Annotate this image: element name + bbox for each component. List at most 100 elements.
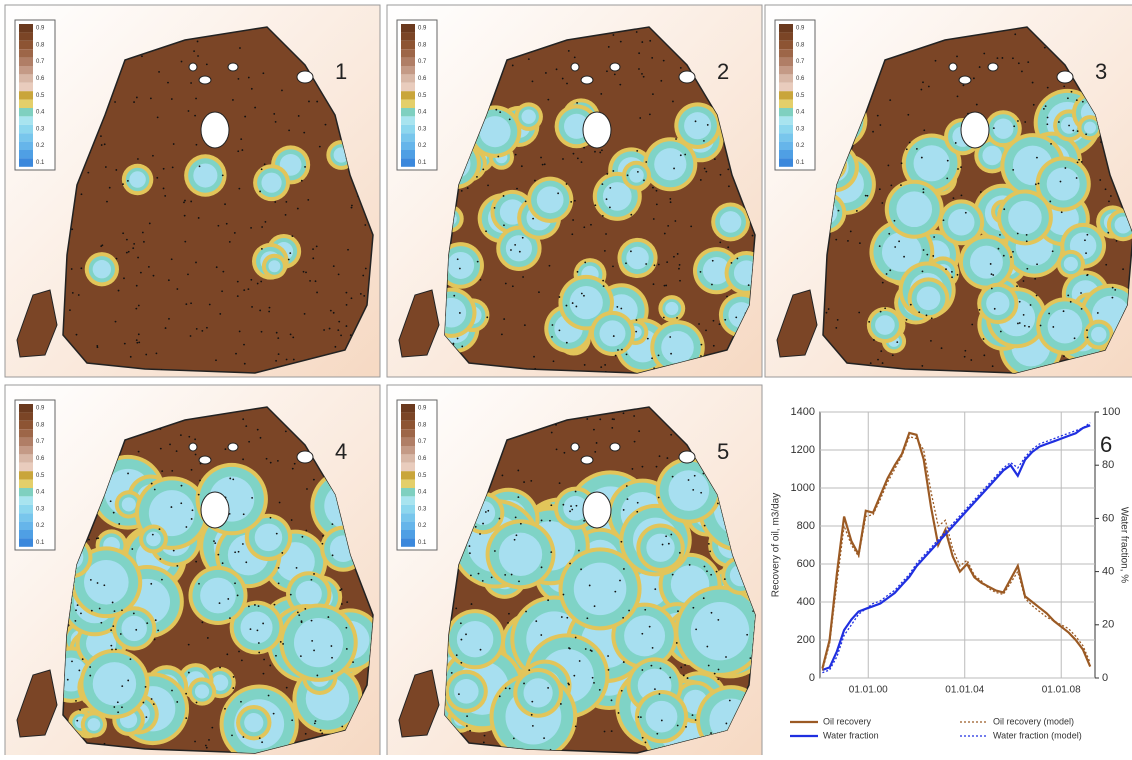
well: [943, 219, 945, 221]
well: [512, 285, 514, 287]
well: [946, 177, 948, 179]
well: [716, 571, 718, 573]
well: [665, 535, 667, 537]
well: [701, 344, 703, 346]
well: [700, 492, 702, 494]
blue-zone: [1064, 257, 1078, 271]
well: [574, 200, 576, 202]
well: [254, 604, 256, 606]
well: [979, 66, 981, 68]
well: [571, 509, 573, 511]
legend-swatch: [401, 538, 415, 546]
well: [275, 360, 277, 362]
well: [171, 258, 173, 260]
legend-label: 0.5: [418, 473, 427, 479]
well: [137, 158, 139, 160]
blue-zone: [646, 701, 678, 733]
well: [154, 639, 156, 641]
legend-swatch: [401, 116, 415, 124]
well: [574, 57, 576, 59]
well: [176, 450, 178, 452]
well: [309, 280, 311, 282]
well: [211, 727, 213, 729]
well: [337, 329, 339, 331]
well: [656, 190, 658, 192]
well: [534, 180, 536, 182]
well: [497, 156, 499, 158]
well: [513, 737, 515, 739]
well: [980, 191, 982, 193]
well: [100, 622, 102, 624]
well: [190, 302, 192, 304]
well: [1081, 161, 1083, 163]
well: [865, 195, 867, 197]
well: [308, 101, 310, 103]
well: [140, 272, 142, 274]
well: [485, 511, 487, 513]
well: [708, 665, 710, 667]
well: [928, 86, 930, 88]
well: [316, 675, 318, 677]
well: [163, 168, 165, 170]
hole: [988, 63, 998, 71]
well: [333, 312, 335, 314]
well: [352, 661, 354, 663]
well: [238, 78, 240, 80]
blue-zone: [88, 718, 101, 731]
well: [315, 720, 317, 722]
blue-zone: [570, 286, 603, 319]
well: [524, 324, 526, 326]
well: [1044, 47, 1046, 49]
well: [207, 637, 209, 639]
well: [572, 219, 574, 221]
well: [926, 254, 928, 256]
well: [547, 99, 549, 101]
well: [467, 187, 469, 189]
well: [1023, 280, 1025, 282]
legend-swatch: [19, 108, 33, 116]
well: [482, 523, 484, 525]
well: [679, 552, 681, 554]
well: [921, 365, 923, 367]
well: [303, 271, 305, 273]
well: [873, 339, 875, 341]
blue-zone: [261, 173, 281, 193]
well: [105, 166, 107, 168]
well: [71, 228, 73, 230]
legend-label: 0.7: [796, 59, 805, 65]
well: [708, 543, 710, 545]
well: [680, 67, 682, 69]
well: [695, 719, 697, 721]
y-tick-label: 200: [797, 634, 815, 646]
well: [544, 163, 546, 165]
hole: [189, 63, 197, 71]
well: [232, 687, 234, 689]
well: [480, 649, 482, 651]
well: [570, 505, 572, 507]
well: [590, 649, 592, 651]
hole: [297, 71, 313, 83]
well: [615, 355, 617, 357]
well: [695, 120, 697, 122]
well: [579, 660, 581, 662]
well: [81, 193, 83, 195]
well: [522, 237, 524, 239]
well: [664, 285, 666, 287]
well: [923, 188, 925, 190]
well: [313, 650, 315, 652]
well: [248, 77, 250, 79]
well: [150, 97, 152, 99]
legend-label: 0.1: [796, 160, 805, 166]
well: [195, 98, 197, 100]
legend-swatch: [401, 66, 415, 74]
well: [505, 283, 507, 285]
well: [237, 295, 239, 297]
well: [91, 610, 93, 612]
well: [659, 455, 661, 457]
well: [213, 540, 215, 542]
well: [477, 261, 479, 263]
well: [262, 623, 264, 625]
well: [607, 655, 609, 657]
well: [626, 353, 628, 355]
well: [312, 257, 314, 259]
